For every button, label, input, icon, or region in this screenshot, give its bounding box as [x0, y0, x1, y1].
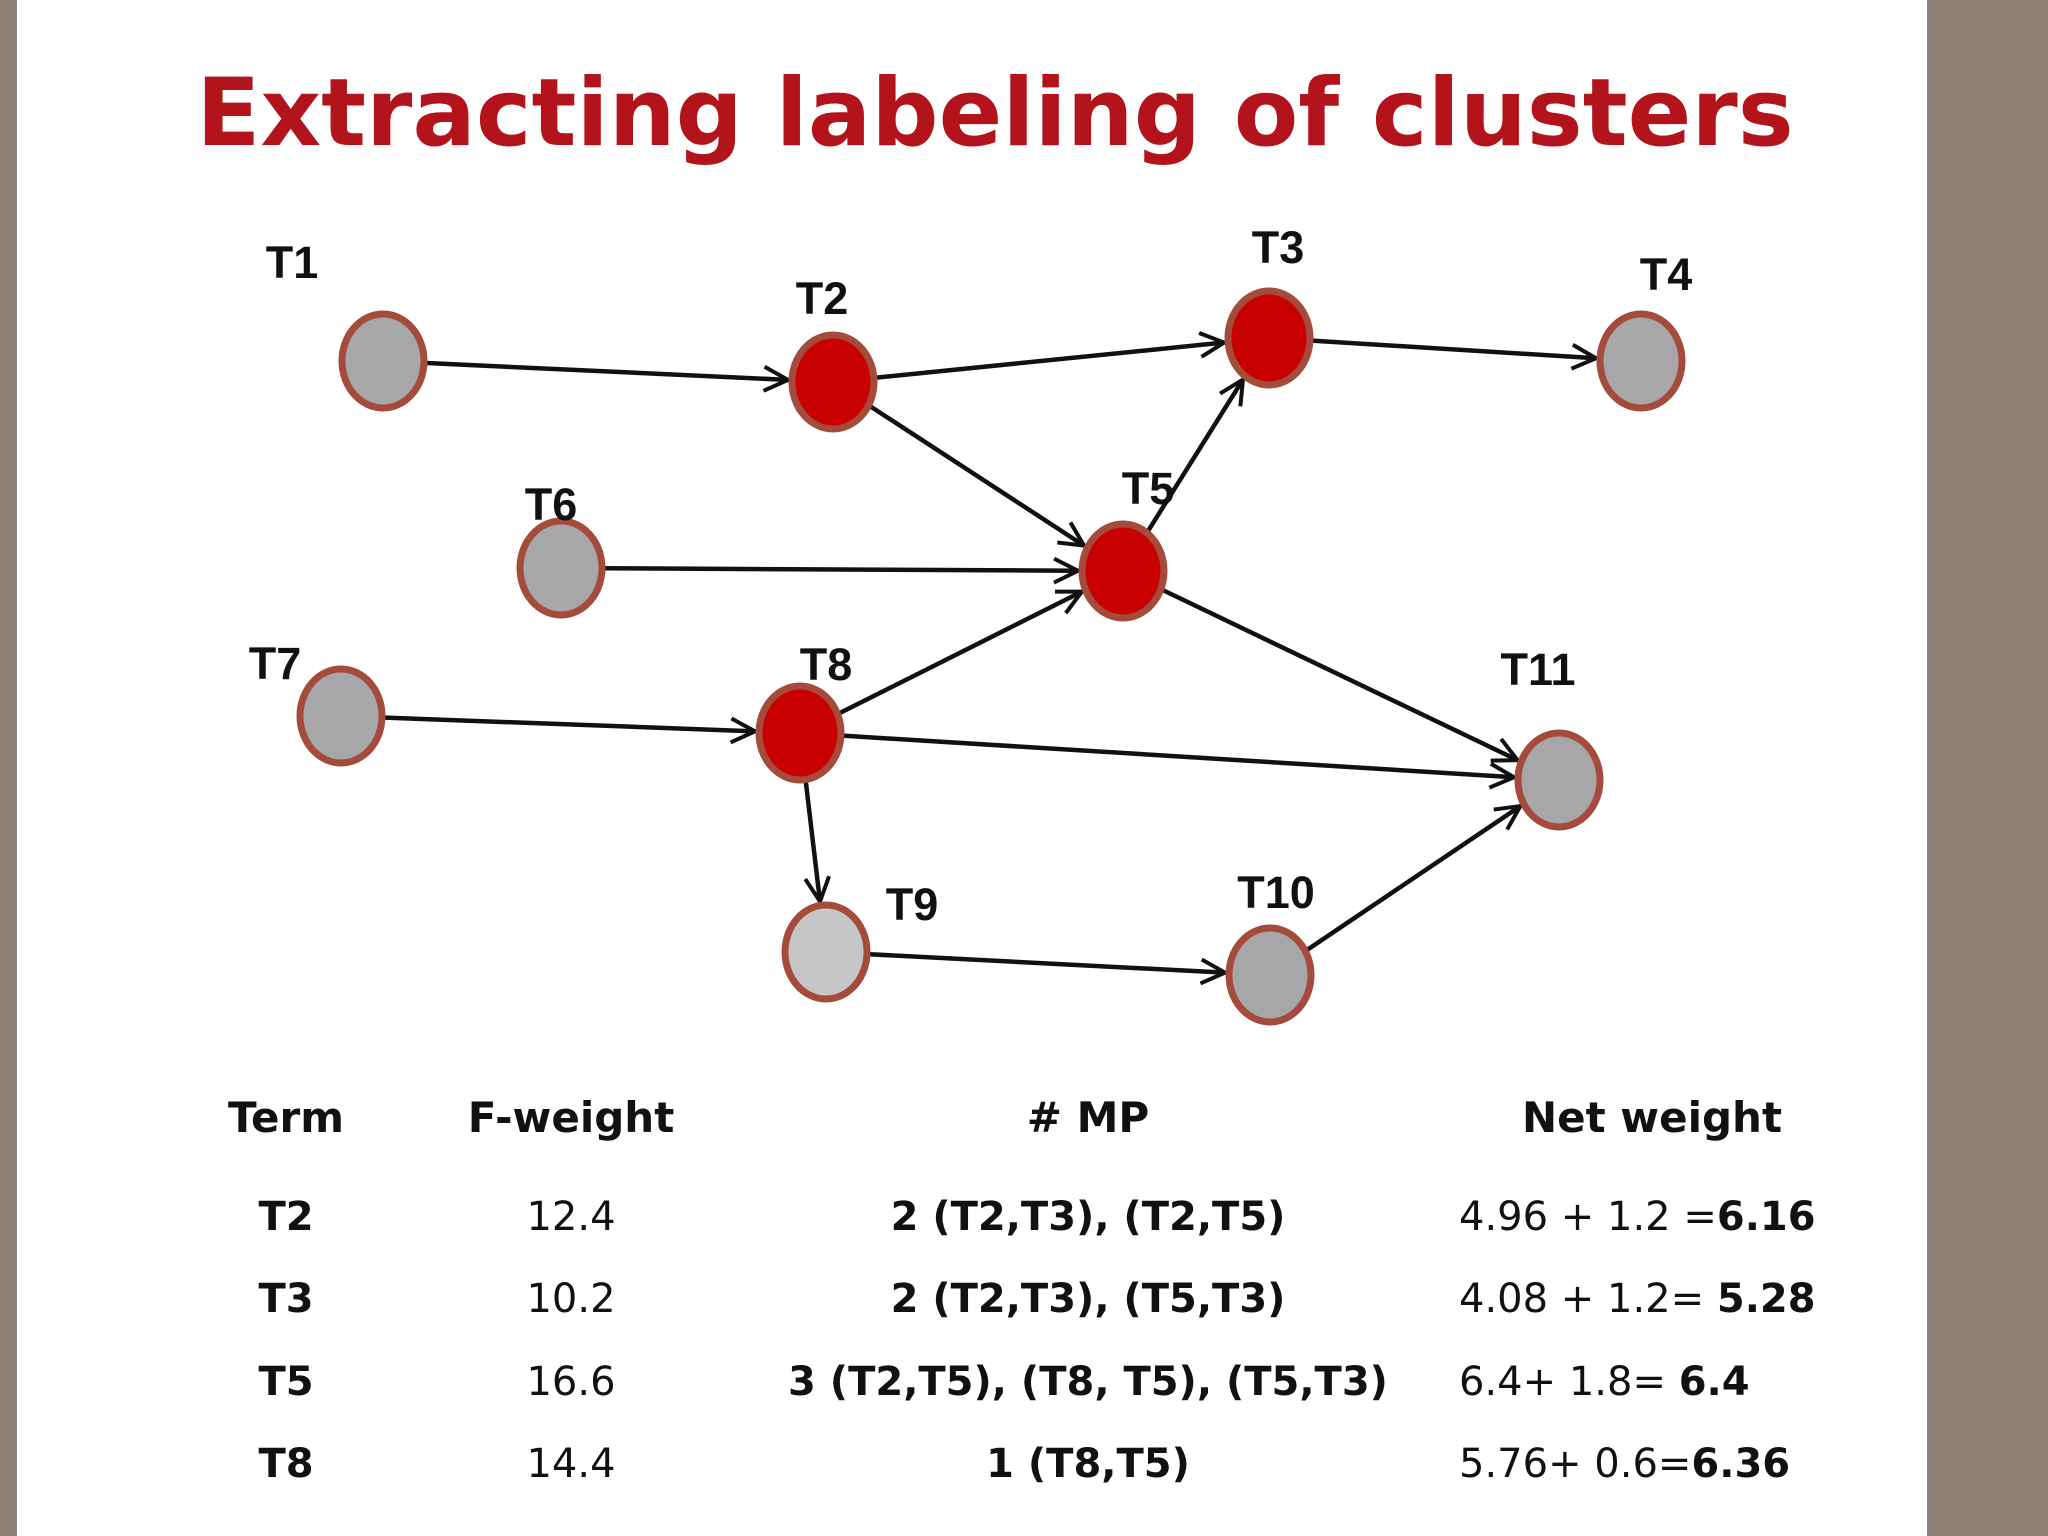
node-label-t3: T3	[1252, 222, 1305, 273]
edge-t7-t8	[381, 715, 760, 745]
node-t3	[1224, 287, 1314, 389]
row-term: T2	[258, 1194, 314, 1240]
row-fweight: 16.6	[526, 1359, 616, 1405]
edge-t3-t4	[1309, 338, 1601, 371]
edge-t8-t11	[840, 733, 1519, 790]
row-net-weight: 6.4+ 1.8= 6.4	[1459, 1359, 1750, 1405]
row-net-weight: 5.76+ 0.6=6.36	[1459, 1441, 1790, 1487]
header-net-weight: Net weight	[1521, 1093, 1783, 1142]
header-mp: # MP	[1026, 1093, 1150, 1142]
row-term: T5	[258, 1359, 314, 1405]
node-label-t5: T5	[1122, 463, 1175, 514]
node-t7	[296, 665, 386, 767]
row-net-weight: 4.08 + 1.2= 5.28	[1459, 1276, 1816, 1322]
row-mp: 2 (T2,T3), (T2,T5)	[890, 1194, 1286, 1240]
row-term: T3	[258, 1276, 314, 1322]
row-term: T8	[258, 1441, 314, 1487]
node-label-t4: T4	[1640, 249, 1693, 300]
node-t8	[755, 682, 845, 784]
node-label-t10: T10	[1237, 867, 1315, 918]
row-mp: 2 (T2,T3), (T5,T3)	[890, 1276, 1286, 1322]
net-calc: 4.08 + 1.2=	[1459, 1276, 1717, 1322]
node-t11	[1514, 729, 1604, 831]
node-t4	[1596, 310, 1686, 412]
header-term: Term	[227, 1093, 345, 1142]
edge-t8-t9	[803, 779, 831, 906]
row-fweight: 12.4	[526, 1194, 616, 1240]
node-t1	[338, 310, 428, 412]
edge-t8-t5	[836, 589, 1086, 717]
slide-title: Extracting labeling of clusters	[196, 59, 1794, 168]
net-calc: 6.4+ 1.8=	[1459, 1359, 1679, 1405]
node-t5	[1078, 520, 1168, 622]
row-fweight: 10.2	[526, 1276, 616, 1322]
net-result: 6.16	[1716, 1194, 1816, 1240]
node-label-t2: T2	[796, 273, 849, 324]
net-result: 6.4	[1678, 1359, 1750, 1405]
edge-t9-t10	[866, 951, 1230, 986]
edge-t5-t3	[1145, 375, 1246, 535]
edges-layer	[381, 331, 1601, 986]
node-label-t6: T6	[525, 479, 578, 530]
edge-t10-t11	[1304, 803, 1525, 954]
node-label-t8: T8	[800, 639, 853, 690]
edge-t2-t3	[873, 331, 1229, 381]
net-calc: 5.76+ 0.6=	[1459, 1441, 1692, 1487]
net-calc: 4.96 + 1.2 =	[1459, 1194, 1717, 1240]
net-result: 6.36	[1691, 1441, 1791, 1487]
row-mp: 1 (T8,T5)	[986, 1441, 1190, 1487]
edge-t1-t2	[423, 360, 793, 393]
node-t2	[788, 331, 878, 433]
node-t10	[1225, 924, 1315, 1026]
net-result: 5.28	[1716, 1276, 1816, 1322]
row-fweight: 14.4	[526, 1441, 616, 1487]
node-label-t1: T1	[266, 237, 319, 288]
row-net-weight: 4.96 + 1.2 =6.16	[1459, 1194, 1816, 1240]
edge-t6-t5	[601, 556, 1083, 585]
edge-t2-t5	[867, 403, 1088, 549]
row-mp: 3 (T2,T5), (T8, T5), (T5,T3)	[788, 1359, 1388, 1405]
header-fweight: F-weight	[467, 1093, 675, 1142]
edge-t5-t11	[1159, 587, 1522, 763]
node-t6	[516, 517, 606, 619]
slide	[17, 0, 1927, 1536]
node-label-t7: T7	[249, 638, 302, 689]
node-t9	[781, 901, 871, 1003]
nodes-layer	[296, 287, 1686, 1026]
node-label-t9: T9	[886, 879, 939, 930]
node-label-t11: T11	[1500, 644, 1575, 695]
labels-layer: T1 T2 T3 T4 T5 T6 T7 T8 T9 T10 T11	[249, 222, 1693, 930]
